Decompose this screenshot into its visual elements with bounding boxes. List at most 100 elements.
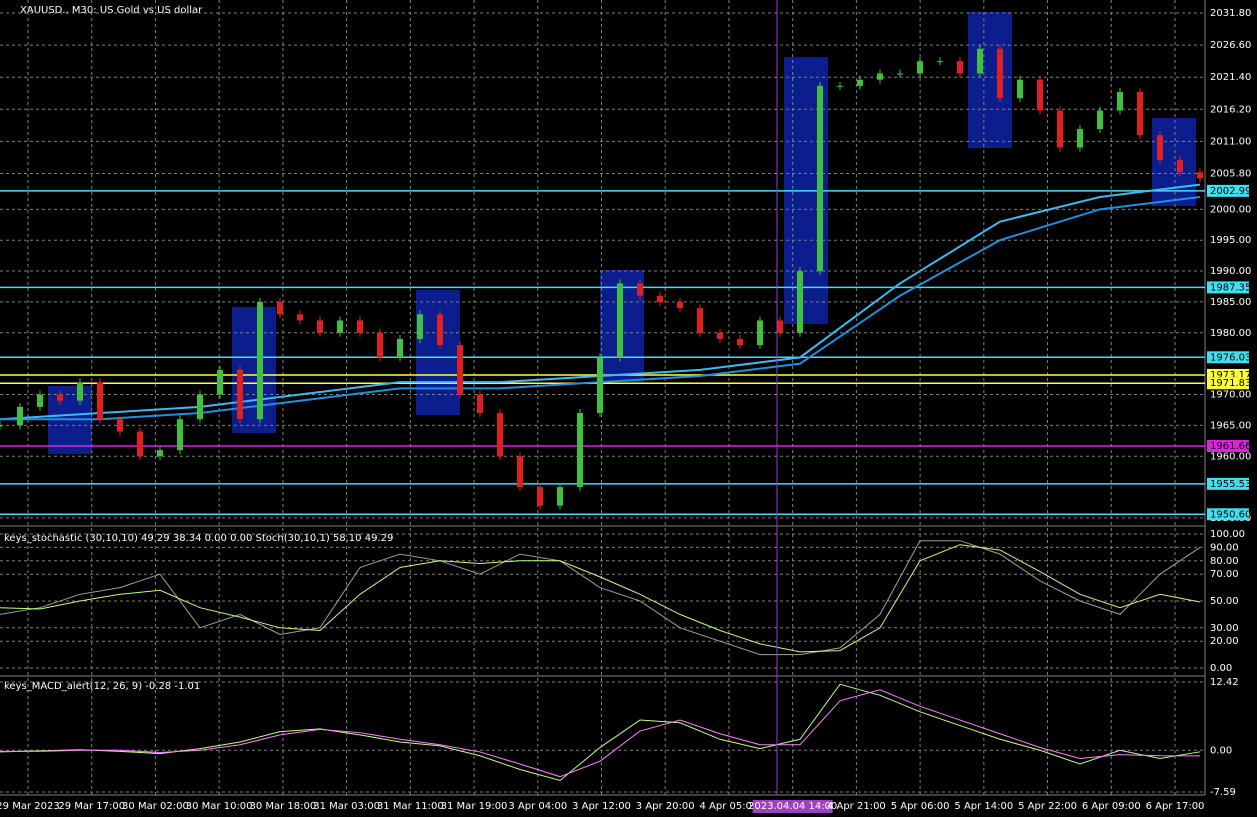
time-tick-label: 3 Apr 04:00 [508, 801, 567, 812]
price-tick-label: 2031.80 [1210, 8, 1251, 19]
candle [297, 314, 303, 321]
pane-tick-label: 80.00 [1210, 556, 1239, 567]
candle [937, 61, 943, 63]
candle [997, 48, 1003, 99]
time-tick-label: 30 Mar 10:00 [186, 801, 253, 812]
candle [1197, 172, 1203, 179]
pane-tick-label: 50.00 [1210, 596, 1239, 607]
macd-label: keys_MACD_alert(12, 26, 9) -0.28 -1.01 [4, 681, 200, 692]
price-tick-label: 1970.00 [1210, 390, 1251, 401]
pane-tick-label: 0.00 [1210, 663, 1232, 674]
level-tag-label: 1961.66 [1210, 441, 1251, 452]
candle [697, 308, 703, 333]
level-tag [1207, 477, 1249, 490]
time-tick-label: 6 Apr 17:00 [1146, 801, 1205, 812]
candle [557, 487, 563, 506]
price-tick-label: 2005.80 [1210, 169, 1251, 180]
candle [677, 301, 683, 309]
candle [577, 413, 583, 488]
candle [597, 357, 603, 414]
level-tag-label: 1976.03 [1210, 352, 1251, 363]
candle [337, 320, 343, 333]
pane-tick-label: -7.59 [1210, 787, 1236, 798]
level-tag [1207, 184, 1249, 197]
chart-title: XAUUSD., M30: US Gold vs US dollar [20, 5, 203, 16]
stoch-label: keys_stochastic (30,10,10) 49.29 38.34 0… [4, 533, 393, 544]
candle [1157, 135, 1163, 160]
time-tick-label: 31 Mar 19:00 [441, 801, 508, 812]
candle [177, 419, 183, 451]
candle [437, 314, 443, 346]
candle [497, 413, 503, 457]
candle [1017, 79, 1023, 99]
candle [237, 369, 243, 420]
candle [657, 295, 663, 302]
time-tick-label: 5 Apr 06:00 [891, 801, 950, 812]
candle [857, 79, 863, 86]
price-tick-label: 1985.00 [1210, 297, 1251, 308]
price-tick-label: 1960.00 [1210, 451, 1251, 462]
candle [417, 314, 423, 339]
level-tag [1207, 508, 1249, 521]
candle [277, 301, 283, 315]
price-tick-label: 2016.20 [1210, 104, 1251, 115]
price-tick-label: 2026.60 [1210, 40, 1251, 51]
candle [1057, 110, 1063, 148]
price-tick-label: 2011.00 [1210, 136, 1251, 147]
candle [157, 450, 163, 457]
time-tick-label: 4 Apr 05:00 [700, 801, 759, 812]
level-tag [1207, 377, 1249, 390]
candle [377, 332, 383, 358]
time-tick-label: 29 Mar 17:00 [58, 801, 125, 812]
candle [717, 332, 723, 339]
price-tick-label: 1980.00 [1210, 328, 1251, 339]
price-tick-label: 1995.00 [1210, 235, 1251, 246]
level-tag [1207, 351, 1249, 364]
time-tick-label: 2023.04.04 14:00 [748, 801, 837, 812]
candle [517, 456, 523, 488]
candle [977, 48, 983, 74]
candle [637, 283, 643, 296]
level-tag-label: 1973.17 [1210, 370, 1251, 381]
candle [817, 85, 823, 272]
candle [1117, 92, 1123, 111]
zone [968, 12, 1012, 148]
zone [1152, 118, 1196, 206]
candle [0, 425, 3, 427]
candle [617, 283, 623, 358]
pane-tick-label: 30.00 [1210, 623, 1239, 634]
level-tag [1207, 440, 1249, 453]
candle [57, 394, 63, 401]
candle [257, 301, 263, 420]
indicator-line [0, 683, 1201, 782]
price-tick-label: 2021.40 [1210, 72, 1251, 83]
price-tick-label: 1990.00 [1210, 266, 1251, 277]
time-tick-label: 3 Apr 20:00 [636, 801, 695, 812]
candle [217, 369, 223, 395]
crosshair-time-box [752, 800, 833, 813]
price-tick-label: 1965.00 [1210, 420, 1251, 431]
candle [357, 320, 363, 333]
pane-tick-label: 20.00 [1210, 636, 1239, 647]
time-tick-label: 30 Mar 18:00 [249, 801, 316, 812]
zone [416, 290, 460, 415]
candle [397, 338, 403, 358]
pane-tick-label: 12.42 [1210, 677, 1239, 688]
candle [1077, 129, 1083, 148]
level-tag-label: 1987.35 [1210, 282, 1251, 293]
time-tick-label: 5 Apr 22:00 [1018, 801, 1077, 812]
candle [317, 320, 323, 333]
candle [137, 431, 143, 457]
level-tag-label: 1950.60 [1210, 509, 1251, 520]
candle [17, 406, 23, 426]
candle [537, 487, 543, 506]
candle [1097, 110, 1103, 130]
candle [917, 61, 923, 74]
candle [897, 73, 903, 75]
time-tick-label: 30 Mar 02:00 [122, 801, 189, 812]
candle [197, 394, 203, 420]
time-tick-label: 3 Apr 12:00 [572, 801, 631, 812]
candle [1037, 79, 1043, 111]
time-tick-label: 31 Mar 11:00 [377, 801, 444, 812]
